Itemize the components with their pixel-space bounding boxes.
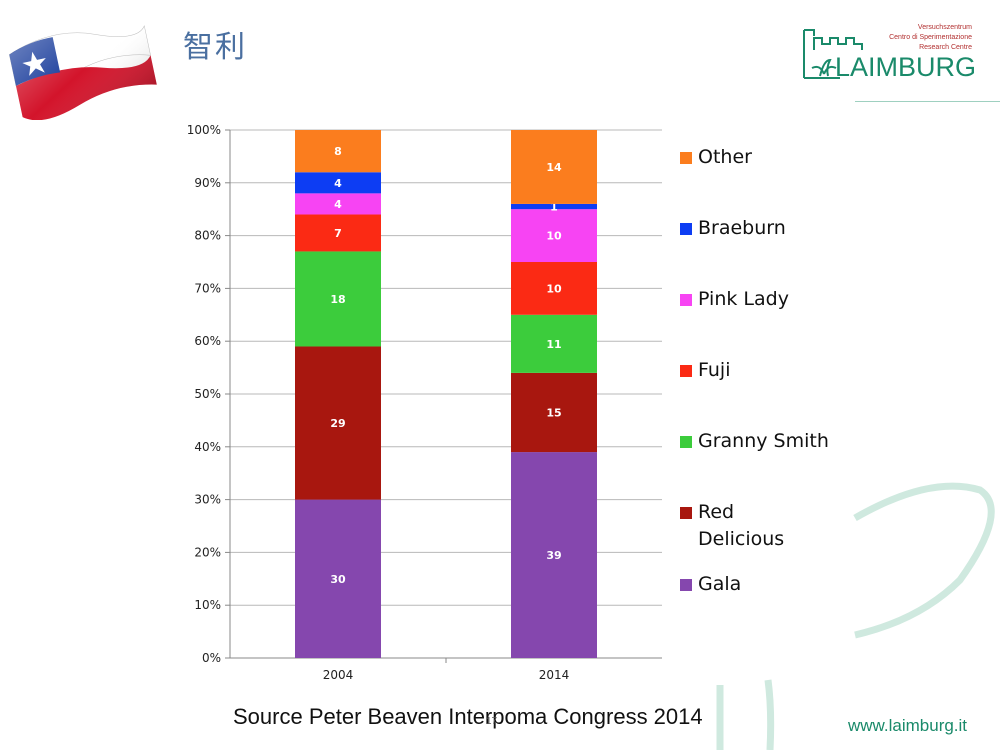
y-tick-label: 40%: [194, 440, 221, 454]
legend-swatch: [680, 223, 692, 235]
y-tick-label: 80%: [194, 229, 221, 243]
legend-swatch: [680, 507, 692, 519]
legend-label: Red Delicious: [698, 501, 785, 550]
bar-segment: [511, 372, 597, 453]
legend-label: Granny Smith: [698, 430, 829, 452]
data-label: 39: [546, 549, 561, 562]
logo-line-3: Research Centre: [919, 44, 972, 51]
legend-label: Braeburn: [698, 217, 786, 239]
data-label: 18: [330, 293, 345, 306]
y-tick-label: 60%: [194, 334, 221, 348]
legend-swatch: [680, 365, 692, 377]
decorative-swirl-icon: [716, 482, 995, 750]
bar-segment: [295, 214, 381, 252]
source-caption: Source Peter Beaven Interpoma Congress 2…: [233, 704, 703, 729]
website-link[interactable]: www.laimburg.it: [848, 716, 968, 735]
y-tick-label: 10%: [194, 598, 221, 612]
data-label: 14: [546, 161, 562, 174]
stacked-bar-chart: 0%10%20%30%40%50%60%70%80%90%100%3029187…: [187, 123, 662, 682]
bar-segment: [295, 193, 381, 215]
legend-swatch: [680, 436, 692, 448]
data-label: 7: [334, 227, 342, 240]
bar-segment: [511, 209, 597, 262]
y-tick-label: 0%: [202, 651, 221, 665]
bar-segment: [295, 172, 381, 194]
data-label: 4: [334, 198, 342, 211]
chart-legend: Other Braeburn Pink Lady Fuji Granny Smith Re…: [680, 140, 880, 610]
y-tick-label: 30%: [194, 493, 221, 507]
bar-segment: [295, 346, 381, 500]
bar-segment: [295, 499, 381, 658]
chile-flag-icon: [9, 25, 157, 120]
data-label: 8: [334, 145, 342, 158]
y-tick-label: 90%: [194, 176, 221, 190]
data-label: 11: [546, 338, 561, 351]
laimburg-logo-icon: [803, 29, 863, 79]
y-tick-label: 100%: [187, 123, 221, 137]
data-label: 10: [546, 230, 562, 243]
data-label: 30: [330, 573, 346, 586]
logo-line-1: Versuchszentrum: [917, 24, 972, 31]
page-number: 17: [486, 716, 498, 727]
data-label: 4: [334, 177, 342, 190]
legend-label: Fuji: [698, 359, 731, 381]
legend-label: Pink Lady: [698, 288, 789, 310]
bar-segment: [511, 130, 597, 204]
logo-line-2: Centro di Sperimentazione: [889, 34, 972, 41]
data-label: 1: [550, 201, 558, 214]
bar-segment: [511, 314, 597, 373]
legend-label: Other: [698, 146, 752, 168]
bar-segment: [511, 203, 597, 210]
logo-divider: [855, 101, 1000, 102]
y-tick-label: 20%: [194, 545, 221, 559]
bar-segment: [511, 452, 597, 658]
logo-name: LAIMBURG: [835, 52, 977, 82]
data-label: 29: [330, 417, 345, 430]
x-tick-label: 2004: [323, 668, 354, 682]
legend-label: Gala: [698, 573, 742, 595]
legend-swatch: [680, 294, 692, 306]
bar-segment: [511, 262, 597, 315]
legend-swatch: [680, 152, 692, 164]
data-label: 10: [546, 282, 562, 295]
x-tick-label: 2014: [539, 668, 570, 682]
legend-swatch: [680, 579, 692, 591]
bar-segment: [295, 130, 381, 173]
y-tick-label: 50%: [194, 387, 221, 401]
bar-segment: [295, 251, 381, 347]
y-tick-label: 70%: [194, 281, 221, 295]
page-title: 智利: [183, 30, 247, 65]
data-label: 15: [546, 406, 561, 419]
